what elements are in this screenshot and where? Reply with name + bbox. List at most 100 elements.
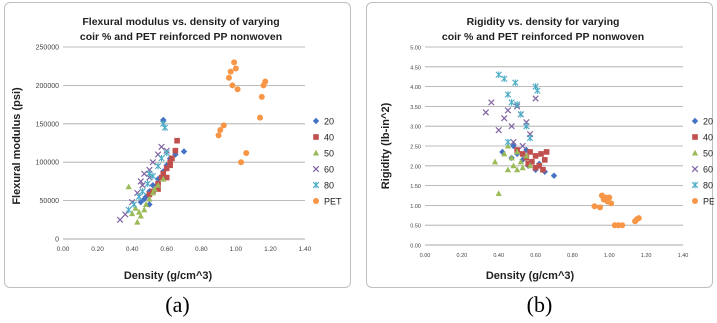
chart-a-title-line2: coir % and PET reinforced PP nonwoven	[80, 31, 282, 43]
chart-b-series-80	[495, 71, 541, 146]
chart-a-point	[258, 93, 265, 100]
chart-b-point	[510, 162, 517, 169]
chart-a-legend-marker	[313, 134, 319, 140]
chart-a-series-50	[125, 175, 167, 225]
chart-a-point	[231, 59, 238, 66]
chart-a-legend-label: 50	[324, 149, 334, 159]
chart-a-point	[220, 122, 227, 129]
chart-b-point	[532, 95, 539, 102]
chart-a-series-pet	[215, 59, 269, 166]
chart-a-legend-marker	[312, 165, 320, 173]
chart-a-legend-item: 20	[312, 117, 334, 127]
chart-a-point	[116, 216, 124, 224]
chart-b-point	[532, 164, 539, 171]
chart-b-point	[488, 99, 495, 106]
chart-b-point	[508, 99, 515, 106]
chart-a-point	[134, 218, 141, 225]
chart-a-point	[234, 86, 241, 93]
chart-b-legend-item: 40	[692, 133, 713, 143]
chart-a-point	[154, 181, 162, 188]
chart-b-legend-item: PET	[692, 197, 714, 207]
chart-a-point	[232, 65, 239, 72]
chart-a-point	[225, 74, 232, 81]
chart-b-point	[591, 203, 598, 210]
chart-b-ytick-label: 3.50	[410, 105, 421, 111]
chart-b-point	[482, 109, 490, 116]
chart-b-point	[508, 122, 515, 130]
chart-b-ytick-label: 4.50	[410, 65, 421, 71]
chart-b-point	[513, 101, 521, 108]
chart-panel-b: Rigidity vs. density for varying coir % …	[366, 2, 714, 288]
chart-b-gridlines	[425, 46, 683, 246]
chart-b-xtick-label: 0.40	[493, 253, 504, 259]
chart-b-point	[504, 138, 512, 146]
chart-a-ytick-label: 0	[55, 237, 59, 244]
chart-b-legend-label: 50	[703, 149, 713, 159]
chart-b-legend-item: 60	[691, 165, 713, 175]
chart-a-point	[122, 211, 129, 218]
chart-a-point	[125, 183, 132, 190]
chart-a-point	[227, 68, 234, 75]
chart-b-point	[527, 149, 533, 155]
chart-b-point	[541, 157, 548, 163]
chart-a-point	[174, 137, 180, 144]
chart-a-legend-label: 40	[324, 133, 334, 143]
chart-a-point	[160, 170, 167, 177]
chart-a-point	[158, 143, 165, 151]
chart-a-point	[151, 185, 158, 192]
chart-a-title-line1: Flexural modulus vs. density of varying	[82, 16, 279, 28]
chart-b-point	[523, 122, 530, 130]
chart-b-ytick-label: 2.50	[410, 145, 421, 151]
chart-a-legend-label: 80	[324, 181, 334, 191]
chart-a-point	[146, 195, 153, 202]
chart-b-xtick-label: 1.20	[641, 253, 652, 259]
chart-b-point	[499, 148, 506, 156]
chart-a-point	[167, 159, 173, 165]
chart-b-point	[540, 166, 546, 173]
chart-b-point	[597, 204, 604, 211]
chart-a-point	[158, 155, 165, 162]
chart-a-point	[149, 172, 157, 180]
chart-a-xtick-label: 1.00	[230, 246, 243, 253]
chart-b-point	[526, 162, 534, 169]
chart-b-point	[512, 79, 519, 86]
chart-a-legend-item: 50	[312, 149, 334, 159]
chart-b-point	[538, 151, 544, 157]
chart-b-ytick-label: 3.00	[410, 125, 421, 131]
chart-a-point	[125, 206, 132, 214]
chart-a-point	[238, 159, 245, 166]
chart-a-point	[229, 82, 236, 89]
chart-b-point	[606, 194, 613, 201]
chart-a-legend-marker	[312, 181, 320, 189]
chart-a-gridlines	[63, 46, 305, 240]
chart-a-point	[137, 212, 144, 219]
chart-b-point	[532, 153, 539, 159]
chart-a-legend-label: 20	[324, 117, 334, 127]
chart-a-xtick-label: 0.40	[126, 246, 139, 253]
chart-b-legend-label: PET	[703, 197, 714, 207]
chart-b-point	[517, 111, 525, 118]
chart-b-point	[519, 151, 526, 157]
chart-a-ytick-label: 50000	[40, 198, 60, 205]
chart-a-point	[137, 198, 144, 206]
chart-b-point	[526, 134, 534, 142]
chart-b-legend-item: 20	[691, 117, 713, 127]
chart-b-point	[519, 142, 526, 150]
chart-b-point	[501, 150, 508, 157]
chart-b-legend-label: 60	[703, 165, 713, 175]
chart-a-xtick-label: 0.80	[195, 246, 208, 253]
chart-b-point	[517, 158, 524, 165]
chart-b-legend-label: 80	[703, 181, 713, 191]
chart-a-point	[158, 174, 165, 181]
chart-a-point	[129, 210, 136, 217]
chart-b-legend-marker	[691, 165, 699, 173]
chart-b-ytick-label: 4.00	[410, 85, 421, 91]
chart-b-legend-item: 80	[691, 181, 713, 191]
chart-a-legend-item: 40	[313, 133, 334, 143]
chart-a-point	[160, 116, 167, 124]
chart-a-point	[149, 189, 156, 196]
chart-a-point	[146, 170, 153, 178]
chart-a-xlabel: Density (g/cm^3)	[124, 270, 213, 282]
chart-a-xtick-label: 0.20	[91, 246, 104, 253]
chart-a-point	[161, 124, 169, 131]
